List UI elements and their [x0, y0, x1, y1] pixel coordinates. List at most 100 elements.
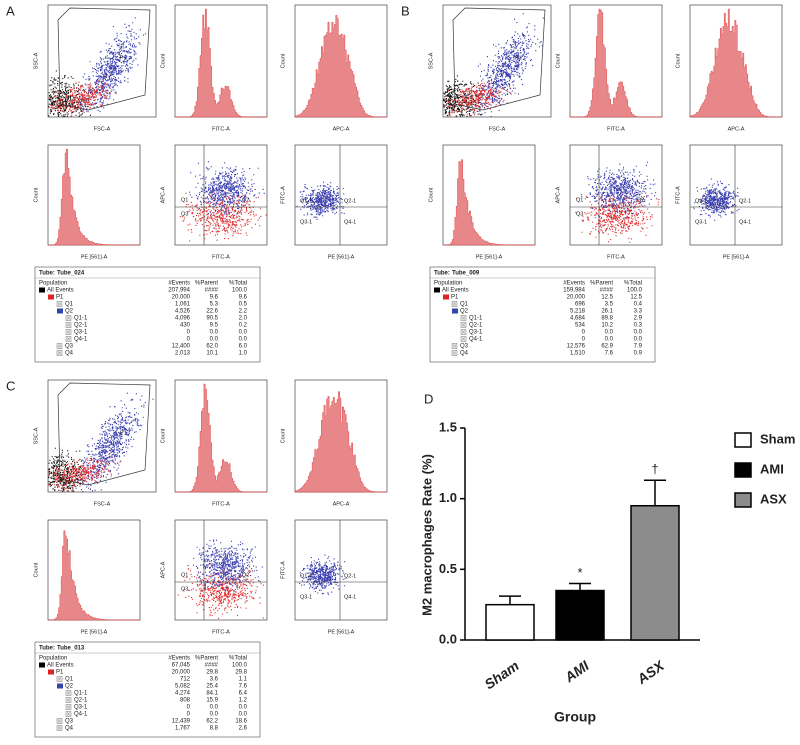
table-cell: 1.2 [239, 698, 248, 704]
table-cell: 4,526 [175, 309, 191, 315]
table-cell: 0.0 [605, 337, 614, 343]
table-cell: 3.3 [634, 309, 643, 315]
table-header: %Parent [590, 281, 613, 287]
table-cell: 1.0 [239, 351, 248, 357]
gate-icon [57, 344, 62, 348]
table-cell: 5.3 [210, 302, 219, 308]
event-dots [72, 17, 147, 113]
quadrant-label: Q4-1 [344, 219, 356, 225]
gate-icon [461, 316, 466, 320]
table-cell: 1,767 [175, 726, 191, 732]
table-cell: 0.2 [239, 323, 248, 329]
x-axis-label: PE [561]-A [81, 254, 108, 260]
tube-name: Tube_024 [57, 271, 85, 277]
table-cell: 20,000 [172, 670, 191, 676]
quadrant-label: Q3 [181, 586, 188, 592]
quadrant-label: Q4-1 [344, 594, 356, 600]
table-cell: 10.1 [206, 351, 218, 357]
x-axis-label: FSC-A [94, 126, 111, 132]
plot-frame [569, 144, 663, 246]
table-cell: #### [205, 288, 219, 294]
gate-icon [57, 726, 62, 730]
y-axis-label: FITC-A [280, 561, 286, 579]
event-dots [75, 392, 154, 493]
gate-polygon [452, 7, 546, 111]
y-axis-label: Count [555, 53, 561, 68]
table-cell: 8.8 [210, 726, 219, 732]
table-cell: 9.5 [210, 323, 219, 329]
table-cell: Q2 [460, 309, 469, 315]
gate-icon [66, 330, 71, 334]
table-header: %Parent [195, 656, 218, 662]
gate-icon [66, 691, 71, 695]
event-dots [575, 192, 660, 243]
y-axis-label: APC-A [160, 561, 166, 578]
table-cell: Q4 [460, 351, 469, 357]
table-cell: 3.6 [210, 677, 219, 683]
plot-frame [294, 144, 388, 246]
table-cell: 90.5 [206, 316, 218, 322]
table-cell: 0 [187, 705, 191, 711]
histogram [442, 159, 536, 246]
histogram [570, 8, 662, 118]
panel-label: A [6, 3, 15, 18]
y-axis-label: APC-A [555, 186, 561, 203]
table-cell: 12,576 [567, 344, 586, 350]
table-cell: 5,218 [570, 309, 586, 315]
histogram [47, 148, 141, 246]
plot-frame [689, 144, 783, 246]
table-cell: 0 [187, 330, 191, 336]
table-cell: 12.5 [630, 295, 642, 301]
table-cell: 7.9 [634, 344, 643, 350]
table-cell: Q2-1 [74, 323, 88, 329]
y-axis-label: Count [160, 428, 166, 443]
event-dots [444, 79, 516, 117]
gate-icon [452, 344, 457, 348]
flow-panel: B FSC-A SSC-A P1 FITC-A Count APC-A Count PE [56… [401, 3, 783, 363]
legend-swatch [734, 432, 752, 448]
gate-icon [57, 302, 62, 306]
table-cell: Q3 [65, 719, 74, 725]
event-dots [179, 189, 267, 242]
table-cell: 67,045 [172, 663, 191, 669]
table-cell: Q2-1 [74, 698, 88, 704]
table-cell: 430 [180, 323, 191, 329]
x-tick-label: Sham [481, 657, 521, 692]
x-tick-label: ASX [633, 656, 668, 687]
legend-swatch [734, 462, 752, 478]
bar [555, 589, 605, 641]
event-dots [48, 447, 91, 492]
table-cell: 0.4 [634, 302, 643, 308]
table-cell: 0.0 [239, 337, 248, 343]
legend-label: Sham [760, 431, 795, 446]
plot-frame [174, 519, 268, 621]
event-dots [299, 554, 346, 595]
table-cell: 3.5 [605, 302, 614, 308]
table-cell: 12.5 [601, 295, 613, 301]
table-cell: 9.6 [239, 295, 248, 301]
table-cell: 26.1 [601, 309, 613, 315]
table-cell: Q1-1 [469, 316, 483, 322]
table-cell: 4,684 [570, 316, 586, 322]
x-axis-label: PE [561]-A [723, 254, 750, 260]
event-dots [187, 539, 263, 596]
legend-swatch [734, 492, 752, 508]
x-axis-label: FITC-A [212, 126, 230, 132]
quadrant-label: Q2 [242, 572, 249, 578]
table-cell: 0.0 [634, 337, 643, 343]
stats-table-frame [34, 641, 261, 738]
color-swatch [48, 294, 54, 300]
x-axis-label: FITC-A [212, 501, 230, 507]
table-cell: 9.6 [210, 295, 219, 301]
x-tick-label: AMI [561, 657, 593, 686]
table-cell: 2.2 [239, 309, 248, 315]
table-header: %Parent [195, 281, 218, 287]
table-header: #Events [563, 281, 585, 287]
table-cell: Q4 [65, 351, 74, 357]
event-dots [443, 75, 486, 117]
plot-frame [442, 4, 552, 118]
x-axis-label: PE [561]-A [476, 254, 503, 260]
table-cell: P1 [56, 670, 64, 676]
gate-icon [461, 337, 466, 341]
table-cell: 0.0 [210, 330, 219, 336]
